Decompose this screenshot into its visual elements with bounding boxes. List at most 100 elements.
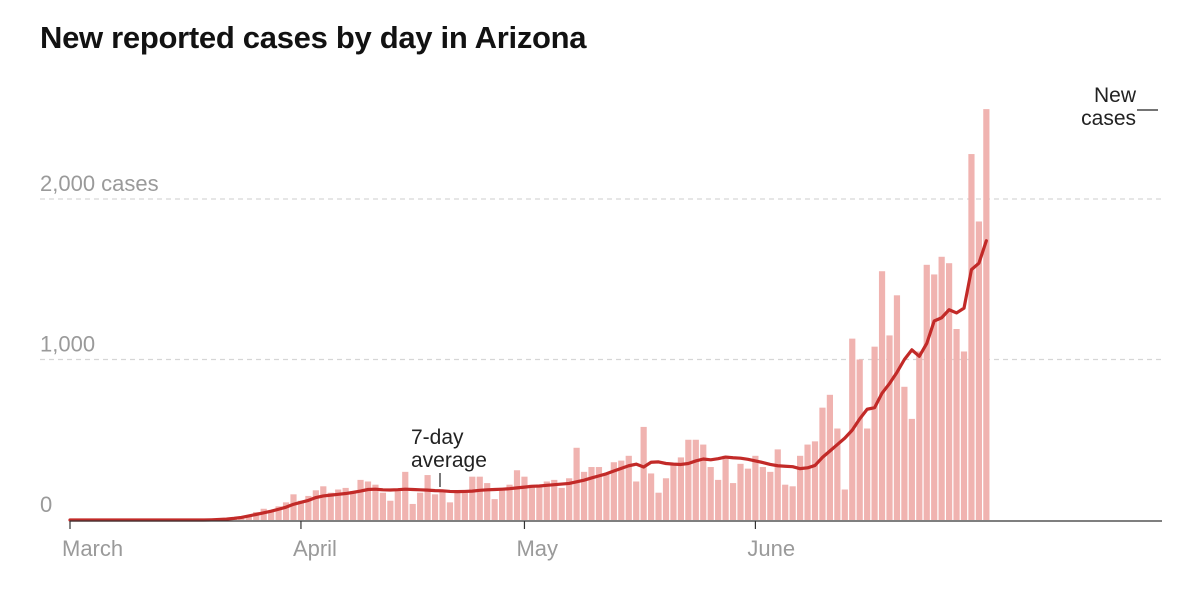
bar bbox=[506, 484, 513, 520]
bar bbox=[335, 489, 342, 520]
bar bbox=[342, 487, 349, 520]
bar bbox=[819, 407, 826, 520]
bar bbox=[864, 428, 871, 520]
bar bbox=[566, 478, 573, 520]
bar bbox=[975, 221, 982, 520]
bar bbox=[513, 470, 521, 520]
bar bbox=[268, 510, 275, 520]
bar bbox=[417, 492, 424, 520]
bar bbox=[461, 492, 468, 520]
bar bbox=[364, 481, 372, 520]
bar bbox=[528, 484, 535, 520]
bar bbox=[394, 491, 401, 520]
bar bbox=[372, 484, 379, 520]
bar bbox=[499, 487, 506, 520]
bar bbox=[938, 256, 945, 520]
chart-title: New reported cases by day in Arizona bbox=[40, 20, 587, 55]
bar bbox=[282, 502, 290, 520]
bar bbox=[782, 484, 789, 520]
annotation-average-line2: average bbox=[411, 449, 487, 472]
bar bbox=[275, 506, 282, 520]
bar bbox=[834, 428, 841, 520]
annotation-new-cases-line2: cases bbox=[1081, 107, 1136, 130]
bar bbox=[588, 467, 595, 520]
bar bbox=[327, 492, 334, 520]
y-tick-label-2: 2,000 cases bbox=[40, 171, 159, 196]
bar bbox=[618, 460, 625, 520]
bar bbox=[290, 494, 297, 520]
bar bbox=[648, 473, 655, 520]
annotation-average-line1: 7-day bbox=[411, 426, 464, 449]
average-line bbox=[68, 239, 988, 522]
bar bbox=[856, 359, 863, 520]
bar bbox=[715, 479, 722, 521]
bar bbox=[707, 467, 714, 520]
bar bbox=[387, 500, 394, 520]
bar bbox=[446, 502, 454, 520]
y-tick-label-1: 1,000 bbox=[40, 332, 95, 357]
bar bbox=[916, 351, 923, 520]
bar bbox=[469, 476, 476, 520]
bar bbox=[454, 491, 461, 520]
bar bbox=[521, 476, 528, 520]
bar bbox=[558, 487, 565, 520]
bar bbox=[305, 495, 312, 520]
bar bbox=[797, 455, 804, 520]
bar bbox=[700, 444, 707, 520]
bar bbox=[923, 264, 930, 520]
bar bbox=[774, 449, 781, 520]
bar bbox=[692, 439, 699, 520]
bar bbox=[610, 462, 617, 520]
bar bbox=[312, 490, 319, 520]
bar bbox=[625, 455, 632, 520]
bar bbox=[409, 503, 416, 520]
bar bbox=[826, 394, 833, 520]
bar bbox=[491, 499, 498, 520]
bar bbox=[543, 481, 550, 520]
x-tick-label-0: March bbox=[62, 536, 123, 561]
bar bbox=[424, 475, 431, 520]
bar bbox=[484, 483, 491, 520]
grid-lines bbox=[40, 198, 1162, 361]
bar bbox=[640, 426, 647, 520]
bar bbox=[357, 479, 364, 521]
bar bbox=[476, 476, 483, 520]
bar bbox=[431, 494, 439, 520]
x-tick-label-1: April bbox=[293, 536, 337, 561]
bar bbox=[744, 468, 752, 520]
bar bbox=[901, 386, 908, 520]
bar bbox=[439, 489, 446, 520]
bar bbox=[968, 154, 975, 520]
bar bbox=[737, 463, 744, 520]
bar bbox=[908, 418, 915, 520]
axes: 0 1,000 2,000 cases March April May June bbox=[40, 171, 1162, 561]
bar bbox=[729, 483, 737, 520]
bar bbox=[804, 444, 811, 520]
bar bbox=[297, 500, 305, 520]
daily-bars bbox=[215, 109, 990, 521]
bar bbox=[722, 455, 729, 520]
bar bbox=[886, 335, 893, 520]
bar bbox=[685, 439, 692, 520]
bar bbox=[320, 486, 327, 520]
bar bbox=[350, 491, 357, 520]
bar bbox=[759, 467, 766, 520]
bar bbox=[595, 467, 603, 520]
bar bbox=[871, 346, 878, 520]
bar bbox=[789, 486, 796, 520]
annotation-new-cases-line1: New bbox=[1094, 84, 1137, 107]
bar bbox=[752, 455, 759, 520]
bar bbox=[379, 492, 386, 520]
bar bbox=[767, 471, 774, 520]
x-tick-label-3: June bbox=[747, 536, 795, 561]
bar bbox=[811, 441, 819, 520]
bar bbox=[633, 481, 640, 520]
bar bbox=[580, 471, 588, 520]
bar bbox=[603, 473, 610, 520]
y-tick-label-0: 0 bbox=[40, 492, 52, 517]
x-tick-label-2: May bbox=[516, 536, 558, 561]
bar bbox=[946, 263, 953, 520]
bar bbox=[662, 478, 670, 520]
